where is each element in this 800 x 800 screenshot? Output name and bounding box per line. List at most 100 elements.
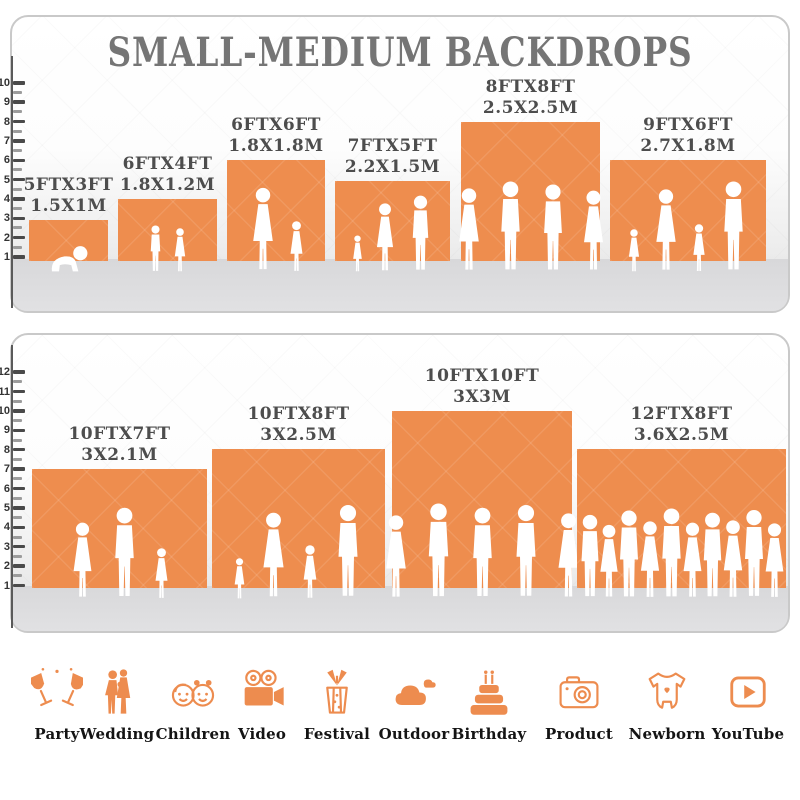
ruler-tick-major bbox=[13, 389, 25, 394]
category-newborn: Newborn bbox=[612, 666, 722, 743]
category-festival: Festival bbox=[282, 666, 392, 743]
size-ft: 8FTX8FT bbox=[485, 76, 576, 97]
ruler-number: 1 bbox=[3, 579, 10, 592]
ruler-number: 7 bbox=[3, 134, 10, 147]
size-ft: 10FTX10FT bbox=[424, 365, 540, 386]
ruler-line bbox=[11, 345, 13, 628]
category-outdoor: Outdoor bbox=[359, 666, 469, 743]
ruler-line bbox=[11, 56, 13, 308]
size-ft: 10FTX7FT bbox=[68, 423, 171, 444]
silhouette-group bbox=[118, 225, 217, 273]
ruler-number: 5 bbox=[3, 173, 10, 186]
size-m: 1.5X1M bbox=[30, 195, 107, 216]
size-ft: 6FTX6FT bbox=[231, 114, 321, 135]
ruler-tick-minor bbox=[13, 245, 22, 249]
silhouette-boy-icon bbox=[146, 225, 165, 273]
ruler-tick-major bbox=[13, 197, 25, 201]
silhouette-man-icon bbox=[329, 504, 367, 600]
children-faces-icon bbox=[171, 679, 215, 707]
silhouette-man-icon bbox=[405, 195, 436, 273]
silhouette-woman-icon bbox=[649, 189, 683, 273]
backdrop-size-label: 8FTX8FT 2.5X2.5M bbox=[483, 77, 578, 120]
ruler-number: 6 bbox=[3, 154, 10, 167]
category-birthday: Birthday bbox=[434, 666, 544, 743]
silhouette-group bbox=[577, 508, 786, 600]
ruler-tick-minor bbox=[13, 168, 22, 172]
silhouette-man-icon bbox=[419, 503, 458, 600]
silhouette-toddler-icon bbox=[231, 558, 248, 600]
size-ft: 5FTX3FT bbox=[23, 174, 114, 195]
ruler-tick-major bbox=[13, 428, 25, 433]
ruler-number: 11 bbox=[0, 385, 10, 398]
ruler-number: 12 bbox=[0, 366, 10, 379]
category-label: Festival bbox=[303, 725, 371, 743]
category-wedding: Wedding bbox=[62, 666, 172, 743]
backdrop-10x7: 10FTX7FT 3X2.1M bbox=[32, 424, 207, 588]
outdoor-cloud-icon bbox=[395, 679, 436, 705]
silhouette-toddler-icon bbox=[350, 235, 365, 273]
ruler-tick-minor bbox=[13, 496, 22, 500]
size-ft: 7FTX5FT bbox=[347, 135, 438, 156]
ruler-tick-minor bbox=[13, 457, 22, 461]
backdrop-size-label: 10FTX10FT 3X3M bbox=[425, 366, 539, 409]
backdrop-size-label: 9FTX6FT 2.7X1.8M bbox=[640, 115, 735, 158]
ruler-tick-major bbox=[13, 447, 25, 452]
ruler-tick-major bbox=[13, 139, 25, 143]
ruler-number: 2 bbox=[3, 560, 10, 573]
category-label: Video bbox=[237, 725, 287, 743]
youtube-play-icon bbox=[730, 676, 766, 708]
ruler-number: 5 bbox=[3, 501, 10, 514]
size-m: 2.7X1.8M bbox=[640, 135, 736, 156]
backdrop-12x8: 12FTX8FT 3.6X2.5M bbox=[577, 404, 786, 588]
size-m: 1.8X1.2M bbox=[119, 174, 216, 195]
ruler-tick-minor bbox=[13, 129, 22, 133]
category-label: Newborn bbox=[628, 725, 706, 743]
silhouette-group bbox=[392, 503, 572, 600]
ruler-tick-major bbox=[13, 177, 25, 182]
size-m: 3X2.1M bbox=[81, 444, 158, 465]
backdrop-size-label: 5FTX3FT 1.5X1M bbox=[24, 175, 114, 218]
ruler-tick-major bbox=[13, 370, 25, 374]
silhouette-group bbox=[610, 181, 766, 273]
floor-strip bbox=[12, 259, 788, 311]
backdrop-10x10: 10FTX10FT 3X3M bbox=[392, 366, 572, 588]
category-video: Video bbox=[207, 666, 317, 743]
ruler-number: 2 bbox=[3, 231, 10, 244]
newborn-onesie-icon bbox=[648, 672, 686, 709]
ruler-tick-major bbox=[13, 409, 25, 413]
ruler-tick-major bbox=[13, 235, 25, 240]
category-youtube: YouTube bbox=[693, 666, 800, 743]
ruler-tick-major bbox=[13, 506, 25, 510]
silhouette-group bbox=[335, 195, 450, 273]
size-ft: 12FTX8FT bbox=[630, 403, 733, 424]
category-party: Party bbox=[2, 666, 112, 743]
ruler-tick-minor bbox=[13, 380, 22, 384]
backdrop-8x8: 8FTX8FT 2.5X2.5M bbox=[461, 77, 600, 261]
silhouette-man-icon bbox=[106, 507, 143, 600]
backdrop-size-label: 12FTX8FT 3.6X2.5M bbox=[630, 404, 732, 447]
silhouette-group bbox=[461, 181, 600, 273]
silhouette-woman-icon bbox=[256, 512, 291, 600]
ruler-tick-minor bbox=[13, 187, 22, 191]
category-label: Party bbox=[34, 725, 80, 743]
size-ft: 10FTX8FT bbox=[247, 403, 350, 424]
ruler-tick-minor bbox=[13, 554, 22, 558]
ruler-number: 9 bbox=[3, 424, 10, 437]
size-m: 3.6X2.5M bbox=[633, 424, 730, 445]
ruler-top: 1 2 3 4 5 6 7 8 9 10 bbox=[0, 0, 40, 800]
ruler-number: 4 bbox=[3, 192, 10, 205]
ruler-number: 3 bbox=[3, 540, 10, 553]
ruler-tick-minor bbox=[13, 574, 22, 578]
backdrop-10x8: 10FTX8FT 3X2.5M bbox=[212, 404, 385, 588]
floor-strip bbox=[12, 586, 788, 631]
size-m: 1.8X1.8M bbox=[228, 135, 324, 156]
backdrop-size-label: 6FTX6FT 1.8X1.8M bbox=[228, 115, 323, 158]
silhouette-man-icon bbox=[535, 184, 571, 273]
ruler-number: 6 bbox=[3, 482, 10, 495]
category-label: Birthday bbox=[451, 725, 527, 743]
ruler-tick-major bbox=[13, 119, 25, 124]
backdrop-size-label: 7FTX5FT 2.2X1.5M bbox=[345, 136, 440, 179]
ruler-tick-minor bbox=[13, 149, 22, 153]
silhouette-woman-icon bbox=[67, 522, 98, 600]
silhouette-girl-icon bbox=[689, 224, 709, 273]
